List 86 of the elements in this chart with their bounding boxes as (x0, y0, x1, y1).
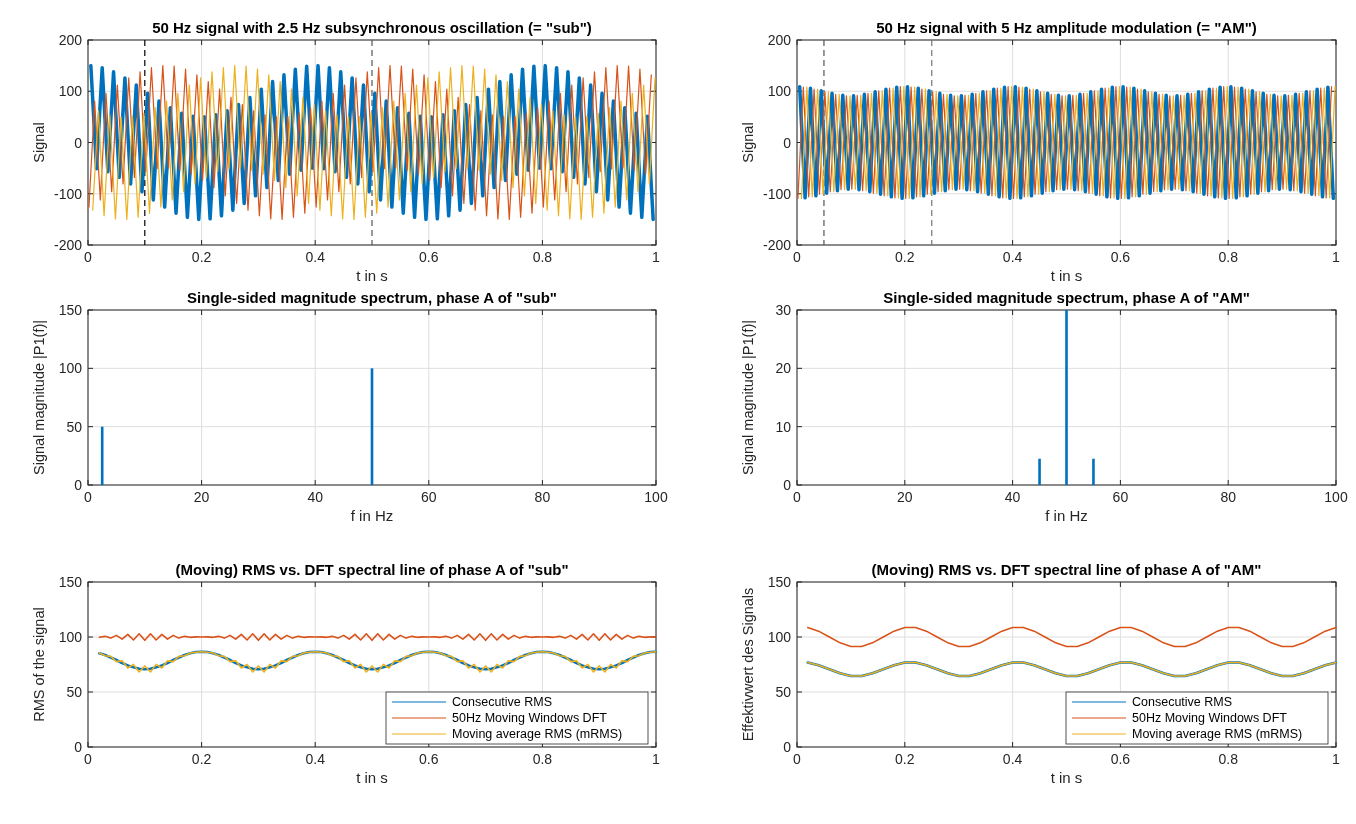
y-axis-title: Signal magnitude |P1(f)| (31, 319, 47, 476)
legend-label: 50Hz Moving Windows DFT (1132, 711, 1288, 725)
y-axis-title: Effektivwert des Signals (740, 587, 756, 742)
x-tick-label: 80 (534, 489, 551, 505)
y-tick-label: 100 (58, 360, 83, 377)
y-tick-label: 100 (58, 629, 83, 645)
x-tick-label: 0.6 (419, 249, 439, 265)
chart-title: (Moving) RMS vs. DFT spectral line of phase A of "AM" (871, 561, 1262, 578)
y-tick-label: 30 (775, 302, 792, 318)
chart-title: Single-sided magnitude spectrum, phase A of "AM" (883, 289, 1250, 306)
x-tick-label: 80 (1220, 489, 1237, 505)
x-tick-label: 0.2 (191, 751, 212, 767)
chart-title: 50 Hz signal with 2.5 Hz subsynchronous oscillation (= "sub") (152, 19, 592, 36)
chart-title: (Moving) RMS vs. DFT spectral line of phase A of "sub" (175, 561, 569, 578)
x-tick-label: 0.2 (191, 249, 212, 265)
x-axis-title: t in s (1050, 769, 1083, 786)
y-tick-label: 150 (58, 302, 83, 318)
y-tick-label: 100 (58, 83, 83, 100)
x-tick-label: 0.8 (1218, 249, 1239, 265)
x-axis-title: t in s (356, 769, 388, 786)
y-tick-label: 50 (66, 684, 83, 700)
x-axis-title: f in Hz (350, 507, 394, 524)
x-tick-label: 100 (1324, 489, 1348, 505)
chart-title: Single-sided magnitude spectrum, phase A of "sub" (187, 289, 557, 306)
x-tick-label: 100 (644, 489, 668, 505)
y-tick-label: 200 (767, 32, 792, 48)
y-tick-label: 150 (58, 574, 83, 590)
x-tick-label: 20 (897, 489, 913, 505)
y-tick-label: 0 (74, 134, 83, 151)
y-axis-title: Signal (31, 122, 47, 163)
y-tick-label: 0 (74, 477, 83, 493)
legend-label: 50Hz Moving Windows DFT (452, 711, 608, 725)
y-tick-label: 200 (58, 32, 83, 48)
x-tick-label: 0 (793, 489, 802, 505)
x-axis-title: t in s (1050, 267, 1083, 284)
x-tick-label: 40 (307, 489, 324, 505)
y-tick-label: -200 (53, 237, 83, 253)
x-tick-label: 0.6 (1110, 249, 1131, 265)
x-tick-label: 1 (1332, 249, 1341, 265)
y-axis-title: RMS of the signal (31, 607, 47, 722)
x-tick-label: 60 (1112, 489, 1129, 505)
y-tick-label: 0 (783, 477, 792, 493)
y-axis-title: Signal magnitude |P1(f)| (740, 319, 756, 476)
x-tick-label: 0.6 (1110, 751, 1131, 767)
y-tick-label: 10 (775, 418, 792, 435)
y-tick-label: -100 (53, 185, 83, 202)
x-tick-label: 0.8 (1218, 751, 1239, 767)
y-tick-label: -100 (762, 185, 792, 202)
x-axis-title: f in Hz (1045, 507, 1088, 524)
y-tick-label: 50 (775, 684, 792, 700)
y-tick-label: -200 (762, 237, 792, 253)
y-axis-title: Signal (740, 122, 756, 163)
y-tick-label: 0 (783, 739, 792, 755)
x-tick-label: 0 (793, 751, 802, 767)
legend-label: Moving average RMS (mRMS) (452, 727, 623, 741)
y-tick-label: 20 (775, 360, 792, 377)
chart-title: 50 Hz signal with 5 Hz amplitude modulation (= "AM") (876, 19, 1257, 36)
x-tick-label: 0.2 (895, 751, 915, 767)
x-tick-label: 0.4 (305, 249, 326, 265)
x-tick-label: 0.6 (419, 751, 439, 767)
x-tick-label: 0 (84, 249, 93, 265)
x-tick-label: 60 (421, 489, 437, 505)
legend-label: Consecutive RMS (452, 695, 553, 709)
x-tick-label: 0 (84, 489, 93, 505)
x-tick-label: 40 (1004, 489, 1021, 505)
x-tick-label: 0.8 (532, 751, 553, 767)
x-tick-label: 0 (793, 249, 802, 265)
x-tick-label: 0.2 (895, 249, 915, 265)
x-tick-label: 0.8 (532, 249, 553, 265)
legend-label: Consecutive RMS (1132, 695, 1233, 709)
y-tick-label: 50 (66, 418, 83, 435)
y-tick-label: 100 (767, 629, 792, 645)
x-tick-label: 1 (1332, 751, 1341, 767)
x-tick-label: 20 (193, 489, 210, 505)
y-tick-label: 0 (74, 739, 83, 755)
x-tick-label: 1 (652, 751, 661, 767)
legend-label: Moving average RMS (mRMS) (1132, 727, 1303, 741)
x-tick-label: 0.4 (1002, 249, 1023, 265)
y-tick-label: 0 (783, 134, 792, 151)
x-tick-label: 0.4 (1002, 751, 1023, 767)
y-tick-label: 100 (767, 83, 792, 100)
y-tick-label: 150 (767, 574, 792, 590)
x-axis-title: t in s (356, 267, 388, 284)
x-tick-label: 0.4 (305, 751, 326, 767)
x-tick-label: 0 (84, 751, 93, 767)
x-tick-label: 1 (652, 249, 661, 265)
